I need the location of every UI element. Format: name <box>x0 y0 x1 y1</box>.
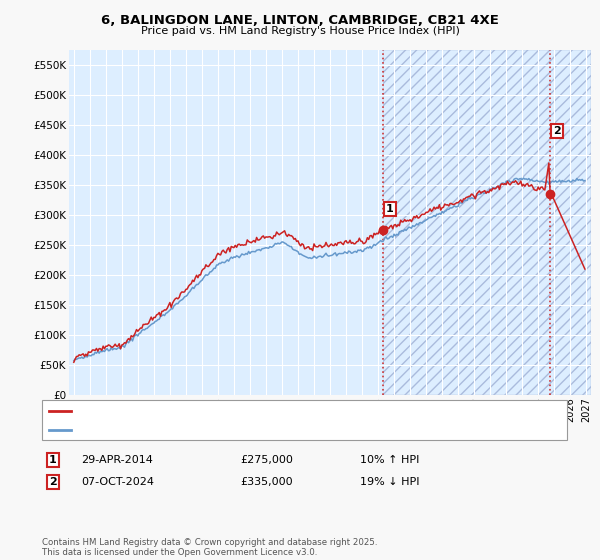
Text: 6, BALINGDON LANE, LINTON, CAMBRIDGE, CB21 4XE (semi-detached house): 6, BALINGDON LANE, LINTON, CAMBRIDGE, CB… <box>75 407 442 416</box>
Bar <box>69 50 383 395</box>
Text: HPI: Average price, semi-detached house, South Cambridgeshire: HPI: Average price, semi-detached house,… <box>75 425 383 435</box>
Text: 6, BALINGDON LANE, LINTON, CAMBRIDGE, CB21 4XE: 6, BALINGDON LANE, LINTON, CAMBRIDGE, CB… <box>101 14 499 27</box>
Text: Price paid vs. HM Land Registry's House Price Index (HPI): Price paid vs. HM Land Registry's House … <box>140 26 460 36</box>
Bar <box>383 50 591 395</box>
Text: 29-APR-2014: 29-APR-2014 <box>81 455 153 465</box>
Text: 1: 1 <box>49 455 56 465</box>
Text: 2: 2 <box>49 477 56 487</box>
Text: £275,000: £275,000 <box>240 455 293 465</box>
Text: 07-OCT-2024: 07-OCT-2024 <box>81 477 154 487</box>
Text: 2: 2 <box>553 126 560 136</box>
Text: £335,000: £335,000 <box>240 477 293 487</box>
Text: Contains HM Land Registry data © Crown copyright and database right 2025.
This d: Contains HM Land Registry data © Crown c… <box>42 538 377 557</box>
Text: 10% ↑ HPI: 10% ↑ HPI <box>360 455 419 465</box>
Text: 19% ↓ HPI: 19% ↓ HPI <box>360 477 419 487</box>
Text: 1: 1 <box>386 204 394 214</box>
